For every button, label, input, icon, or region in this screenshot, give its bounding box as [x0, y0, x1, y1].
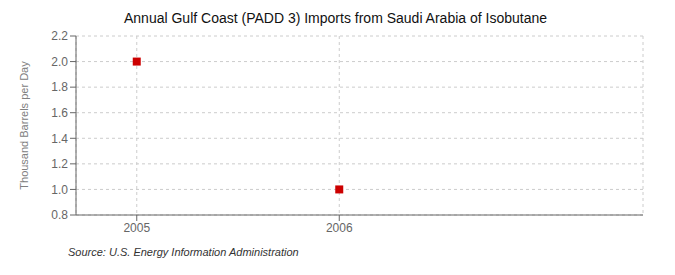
svg-text:1.8: 1.8 [51, 80, 68, 94]
svg-text:1.0: 1.0 [51, 183, 68, 197]
svg-text:Thousand Barrels per Day: Thousand Barrels per Day [18, 61, 30, 190]
html-text:Source: U.S. Energy Informatio: Source: U.S. Energy Information Administ… [68, 246, 299, 258]
svg-text:1.6: 1.6 [51, 106, 68, 120]
svg-text:2.0: 2.0 [51, 55, 68, 69]
html-text:Annual Gulf Coast (PADD 3) Imp: Annual Gulf Coast (PADD 3) Imports from … [124, 10, 547, 26]
svg-text:2006: 2006 [326, 221, 353, 235]
svg-text:1.2: 1.2 [51, 157, 68, 171]
svg-text:2005: 2005 [123, 221, 150, 235]
svg-text:2.2: 2.2 [51, 29, 68, 43]
svg-text:1.4: 1.4 [51, 132, 68, 146]
svg-text:0.8: 0.8 [51, 208, 68, 222]
